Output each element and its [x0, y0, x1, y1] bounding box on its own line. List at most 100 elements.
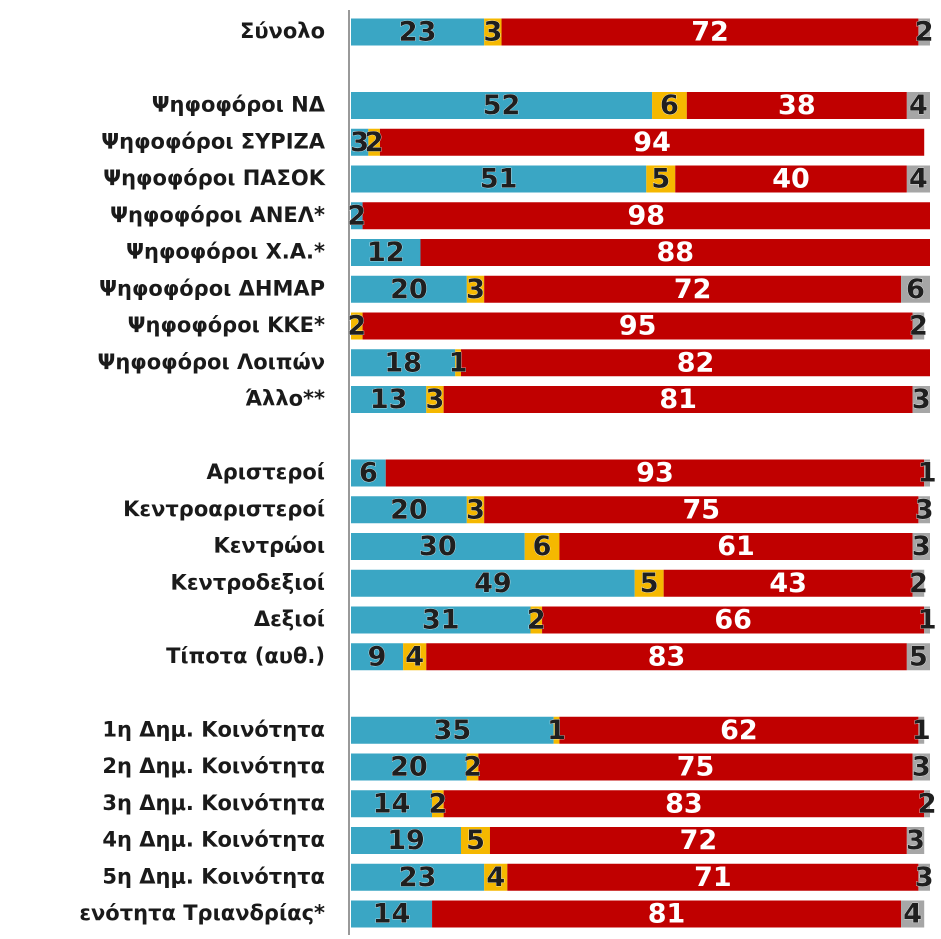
value-label: 23	[399, 862, 437, 893]
bar-segment	[542, 606, 925, 634]
value-label: 81	[648, 899, 686, 930]
category-label: 2η Δημ. Κοινότητα	[102, 754, 325, 778]
value-label: 1	[918, 458, 937, 489]
value-label: 71	[694, 862, 732, 893]
value-label: 20	[390, 274, 428, 305]
bar-segment	[663, 569, 913, 597]
bar-segment	[351, 128, 369, 156]
bar-segment	[351, 569, 635, 597]
value-label: 3	[906, 825, 925, 856]
bar-segment	[524, 533, 560, 560]
bar-segment	[478, 753, 913, 781]
bar-segment	[646, 165, 676, 193]
bar-segment	[912, 569, 925, 597]
value-label: 82	[677, 347, 715, 378]
value-label: 49	[474, 568, 512, 599]
bar-segment	[924, 606, 930, 634]
bar-segment	[553, 716, 560, 744]
bar-segment	[351, 606, 531, 634]
value-label: 88	[656, 237, 694, 268]
value-label: 72	[691, 17, 729, 48]
value-label: 3	[483, 17, 502, 48]
value-label: 72	[674, 274, 712, 305]
bar-segment	[507, 863, 919, 891]
value-label: 40	[772, 164, 810, 195]
category-label: Ψηφοφόροι ΔΗΜΑΡ	[99, 276, 325, 300]
bar-segment	[924, 459, 930, 487]
category-label: Ψηφοφόροι Χ.Α.*	[126, 240, 325, 264]
value-label: 2	[527, 605, 546, 636]
bar-segment	[368, 128, 380, 156]
value-label: 3	[466, 274, 485, 305]
category-label: Κεντρώοι	[213, 534, 325, 558]
value-label: 3	[912, 531, 931, 562]
bar-segment	[362, 202, 931, 230]
bar-segment	[484, 275, 902, 303]
category-label: Κεντροδεξιοί	[171, 570, 325, 594]
category-label: Ψηφοφόροι ΠΑΣΟΚ	[103, 166, 325, 190]
category-label: 5η Δημ. Κοινότητα	[102, 864, 325, 888]
bar-segment	[501, 18, 919, 46]
bar-segment	[901, 900, 925, 928]
category-label: ενότητα Τριανδρίας*	[79, 901, 325, 925]
bar-segment	[351, 716, 554, 744]
bar-segment	[351, 790, 433, 818]
value-label: 20	[390, 752, 428, 783]
value-label: 2	[347, 311, 366, 342]
category-label: 3η Δημ. Κοινότητα	[102, 791, 325, 815]
value-label: 6	[660, 90, 679, 121]
value-label: 13	[370, 384, 408, 415]
category-label: Αριστεροί	[206, 460, 325, 484]
category-label: Ψηφοφόροι ΣΥΡΙΖΑ	[101, 129, 325, 153]
value-label: 30	[419, 531, 457, 562]
bar-segment	[351, 18, 485, 46]
value-label: 23	[399, 17, 437, 48]
bar-segment	[906, 165, 930, 193]
bar-segment	[686, 92, 907, 119]
value-label: 4	[909, 90, 928, 121]
bar-segment	[918, 716, 925, 744]
value-label: 3	[912, 752, 931, 783]
value-label: 51	[480, 164, 518, 195]
category-label: Ψηφοφόροι Λοιπών	[98, 350, 325, 374]
bar-segment	[443, 790, 925, 818]
value-label: 2	[909, 568, 928, 599]
bar-segment	[912, 533, 930, 560]
value-label: 2	[428, 788, 447, 819]
bar-segment	[351, 386, 427, 413]
bar-segment	[351, 643, 404, 671]
category-label: Ψηφοφόροι ΑΝΕΛ*	[110, 203, 325, 227]
category-label: Σύνολο	[240, 19, 325, 43]
value-label: 75	[677, 752, 715, 783]
value-label: 93	[636, 458, 674, 489]
value-label: 4	[405, 641, 424, 672]
value-label: 2	[918, 788, 937, 819]
bar-segment	[351, 753, 467, 781]
bar-segment	[351, 92, 653, 119]
value-label: 3	[915, 862, 934, 893]
bar-segment	[912, 386, 930, 413]
bar-segment	[634, 569, 664, 597]
value-label: 66	[714, 605, 752, 636]
value-label: 5	[640, 568, 659, 599]
bar-segment	[351, 165, 647, 193]
bar-segment	[351, 459, 386, 487]
bar-segment	[385, 459, 925, 487]
value-label: 3	[912, 384, 931, 415]
bar-segment	[455, 349, 462, 377]
value-label: 95	[619, 311, 657, 342]
bar-segment	[351, 827, 462, 854]
bar-segment	[559, 716, 919, 744]
category-label: Άλλο**	[245, 387, 325, 411]
bar-segment	[652, 92, 687, 119]
value-label: 4	[909, 164, 928, 195]
bar-segment	[489, 827, 907, 854]
bar-segment	[351, 202, 363, 230]
value-label: 2	[909, 311, 928, 342]
bar-segment	[918, 863, 930, 891]
value-label: 9	[368, 641, 387, 672]
value-label: 43	[769, 568, 807, 599]
bar-segment	[466, 753, 479, 781]
category-label: Τίποτα (αυθ.)	[166, 644, 325, 668]
